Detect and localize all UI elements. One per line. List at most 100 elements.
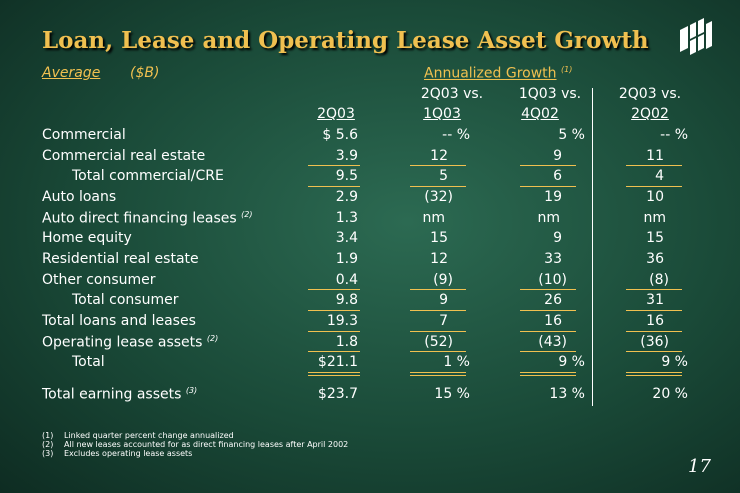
underline bbox=[410, 289, 466, 290]
footnote-number: (2) bbox=[42, 440, 54, 449]
cell-c3: (10) bbox=[538, 272, 567, 288]
cell-c2: 5 bbox=[439, 168, 448, 184]
cell-c4: (36) bbox=[640, 334, 669, 350]
cell-c2: nm bbox=[422, 210, 445, 226]
cell-c4: (8) bbox=[649, 272, 669, 288]
cell-c3: 5 % bbox=[558, 127, 585, 143]
row-label-text: Total earning assets bbox=[42, 386, 182, 403]
double-underline bbox=[410, 375, 466, 376]
average-label: Average bbox=[42, 65, 101, 81]
row-label-text: Auto direct financing leases bbox=[42, 210, 237, 227]
row-label-operating-lease-assets: Operating lease assets (2) bbox=[42, 334, 218, 351]
underline bbox=[308, 351, 360, 352]
row-note: (3) bbox=[185, 386, 198, 395]
underline bbox=[410, 165, 466, 166]
underline bbox=[520, 351, 576, 352]
cell-c1: 19.3 bbox=[326, 313, 358, 329]
cell-c4: nm bbox=[643, 210, 666, 226]
cell-c3: 9 % bbox=[558, 354, 585, 370]
double-underline bbox=[520, 372, 576, 373]
footnote-1: (1) Linked quarter percent change annuali… bbox=[42, 431, 234, 440]
row-label-auto-direct-financing-leases: Auto direct financing leases (2) bbox=[42, 210, 252, 227]
col2-header-line2: 1Q03 bbox=[423, 106, 461, 122]
cell-c3: 16 bbox=[544, 313, 562, 329]
col1-header: 2Q03 bbox=[317, 106, 355, 122]
row-label-other-consumer: Other consumer bbox=[42, 272, 156, 288]
col2-header-line1: 2Q03 vs. bbox=[420, 86, 484, 102]
cell-c2: (32) bbox=[424, 189, 453, 205]
underline bbox=[410, 331, 466, 332]
cell-c1: 1.9 bbox=[335, 251, 358, 267]
cell-c4: 36 bbox=[646, 251, 664, 267]
row-label-total-commercial-cre: Total commercial/CRE bbox=[72, 168, 224, 184]
col3-header-line2: 4Q02 bbox=[521, 106, 559, 122]
footnote-text: Excludes operating lease assets bbox=[64, 449, 193, 458]
double-underline bbox=[520, 375, 576, 376]
footnote-2: (2) All new leases accounted for as direc… bbox=[42, 440, 348, 449]
cell-c3: 9 bbox=[553, 230, 562, 246]
row-label-total-earning-assets: Total earning assets (3) bbox=[42, 386, 197, 403]
row-label-home-equity: Home equity bbox=[42, 230, 132, 246]
double-underline bbox=[308, 375, 360, 376]
cell-c3: 9 bbox=[553, 148, 562, 164]
col4-header-line1: 2Q03 vs. bbox=[618, 86, 682, 102]
footnote-text: Linked quarter percent change annualized bbox=[64, 431, 234, 440]
cell-c1: 1.3 bbox=[335, 210, 358, 226]
cell-c2: 15 % bbox=[434, 386, 470, 402]
cell-c1: $23.7 bbox=[317, 386, 358, 402]
cell-c4: -- % bbox=[660, 127, 688, 143]
cell-c4: 16 bbox=[646, 313, 664, 329]
row-label-text: Operating lease assets bbox=[42, 334, 203, 351]
underline bbox=[626, 186, 682, 187]
cell-c3: 19 bbox=[544, 189, 562, 205]
underline bbox=[520, 331, 576, 332]
growth-note: (1) bbox=[560, 65, 573, 74]
underline bbox=[410, 186, 466, 187]
row-note: (2) bbox=[241, 210, 253, 219]
cell-c2: 1 % bbox=[443, 354, 470, 370]
huntington-logo-icon bbox=[680, 18, 712, 55]
underline bbox=[308, 331, 360, 332]
cell-c4: 4 bbox=[655, 168, 664, 184]
cell-c4: 11 bbox=[646, 148, 664, 164]
cell-c2: (9) bbox=[433, 272, 453, 288]
col4-header-line2: 2Q02 bbox=[631, 106, 669, 122]
cell-c1: 3.4 bbox=[335, 230, 358, 246]
underline bbox=[410, 351, 466, 352]
footnote-number: (1) bbox=[42, 431, 54, 440]
underline bbox=[626, 165, 682, 166]
row-note: (2) bbox=[206, 334, 219, 343]
cell-c1: 9.8 bbox=[335, 292, 358, 308]
double-underline bbox=[308, 372, 360, 373]
underline bbox=[626, 351, 682, 352]
underline bbox=[308, 186, 360, 187]
row-label-total-consumer: Total consumer bbox=[72, 292, 179, 308]
cell-c3: 6 bbox=[553, 168, 562, 184]
underline bbox=[308, 165, 360, 166]
underline bbox=[410, 310, 466, 311]
cell-c1: 2.9 bbox=[335, 189, 358, 205]
underline bbox=[520, 165, 576, 166]
cell-c4: 9 % bbox=[661, 354, 688, 370]
cell-c2: 7 bbox=[439, 313, 448, 329]
row-label-total-loans-and-leases: Total loans and leases bbox=[42, 313, 196, 329]
row-label-total: Total bbox=[72, 354, 105, 370]
column-separator bbox=[592, 88, 593, 406]
cell-c3: 26 bbox=[544, 292, 562, 308]
underline bbox=[308, 289, 360, 290]
cell-c2: (52) bbox=[424, 334, 453, 350]
cell-c2: 12 bbox=[430, 148, 448, 164]
cell-c1: 9.5 bbox=[335, 168, 358, 184]
footnote-text: All new leases accounted for as direct f… bbox=[64, 440, 349, 449]
cell-c1: $21.1 bbox=[317, 354, 358, 370]
cell-c3: 33 bbox=[544, 251, 562, 267]
cell-c4: 31 bbox=[646, 292, 664, 308]
cell-c2: 12 bbox=[430, 251, 448, 267]
slide-title: Loan, Lease and Operating Lease Asset Gr… bbox=[42, 27, 649, 54]
unit-label: ($B) bbox=[130, 65, 160, 81]
cell-c1: 3.9 bbox=[335, 148, 358, 164]
cell-c2: 15 bbox=[430, 230, 448, 246]
underline bbox=[626, 331, 682, 332]
double-underline bbox=[410, 372, 466, 373]
page-number: 17 bbox=[688, 456, 711, 477]
